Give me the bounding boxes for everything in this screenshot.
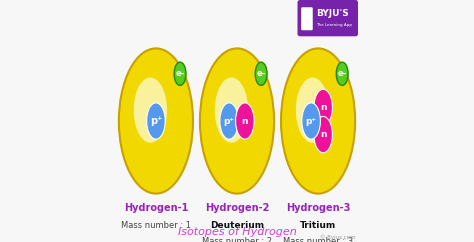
Ellipse shape (314, 116, 332, 153)
Text: e-: e- (256, 69, 266, 78)
Text: n: n (320, 103, 327, 112)
Ellipse shape (255, 62, 267, 85)
Ellipse shape (309, 103, 328, 139)
Text: Mass number : 1: Mass number : 1 (121, 220, 191, 230)
Ellipse shape (228, 103, 246, 139)
Text: n: n (242, 116, 248, 126)
Text: Isotopes of Hydrogen: Isotopes of Hydrogen (178, 227, 296, 237)
Ellipse shape (174, 62, 186, 85)
Ellipse shape (298, 81, 338, 161)
Ellipse shape (136, 81, 176, 161)
Ellipse shape (281, 48, 355, 194)
Ellipse shape (336, 62, 348, 85)
Text: p⁺: p⁺ (150, 116, 162, 126)
Text: Deuterium: Deuterium (210, 220, 264, 230)
Ellipse shape (222, 92, 252, 150)
Text: e-: e- (175, 69, 185, 78)
FancyBboxPatch shape (301, 7, 313, 30)
Ellipse shape (146, 103, 165, 139)
Ellipse shape (290, 67, 346, 175)
Text: BYJU'S: BYJU'S (316, 9, 348, 18)
Text: Tritium: Tritium (300, 220, 336, 230)
Ellipse shape (217, 81, 257, 161)
Text: n: n (320, 130, 327, 139)
Ellipse shape (236, 103, 254, 139)
Text: e-: e- (337, 69, 347, 78)
Ellipse shape (302, 103, 320, 139)
Text: Hydrogen-3: Hydrogen-3 (286, 203, 350, 213)
Ellipse shape (134, 77, 167, 143)
Ellipse shape (119, 48, 193, 194)
Ellipse shape (209, 67, 265, 175)
Ellipse shape (281, 48, 355, 194)
Ellipse shape (303, 92, 333, 150)
Ellipse shape (141, 92, 171, 150)
Text: Mass number : 3: Mass number : 3 (283, 237, 353, 242)
Ellipse shape (220, 103, 238, 139)
Text: Mass number : 2: Mass number : 2 (202, 237, 272, 242)
Ellipse shape (146, 103, 165, 139)
FancyBboxPatch shape (298, 0, 358, 36)
Ellipse shape (314, 89, 332, 126)
Ellipse shape (128, 67, 184, 175)
Text: p⁺: p⁺ (306, 116, 317, 126)
Ellipse shape (296, 77, 329, 143)
Text: © Byjus.com: © Byjus.com (320, 234, 356, 240)
Text: p⁺: p⁺ (224, 116, 235, 126)
Text: Hydrogen-2: Hydrogen-2 (205, 203, 269, 213)
Ellipse shape (200, 48, 274, 194)
Text: The Learning App: The Learning App (316, 23, 352, 27)
Ellipse shape (215, 77, 248, 143)
Ellipse shape (200, 48, 274, 194)
Text: Hydrogen-1: Hydrogen-1 (124, 203, 188, 213)
Ellipse shape (119, 48, 193, 194)
